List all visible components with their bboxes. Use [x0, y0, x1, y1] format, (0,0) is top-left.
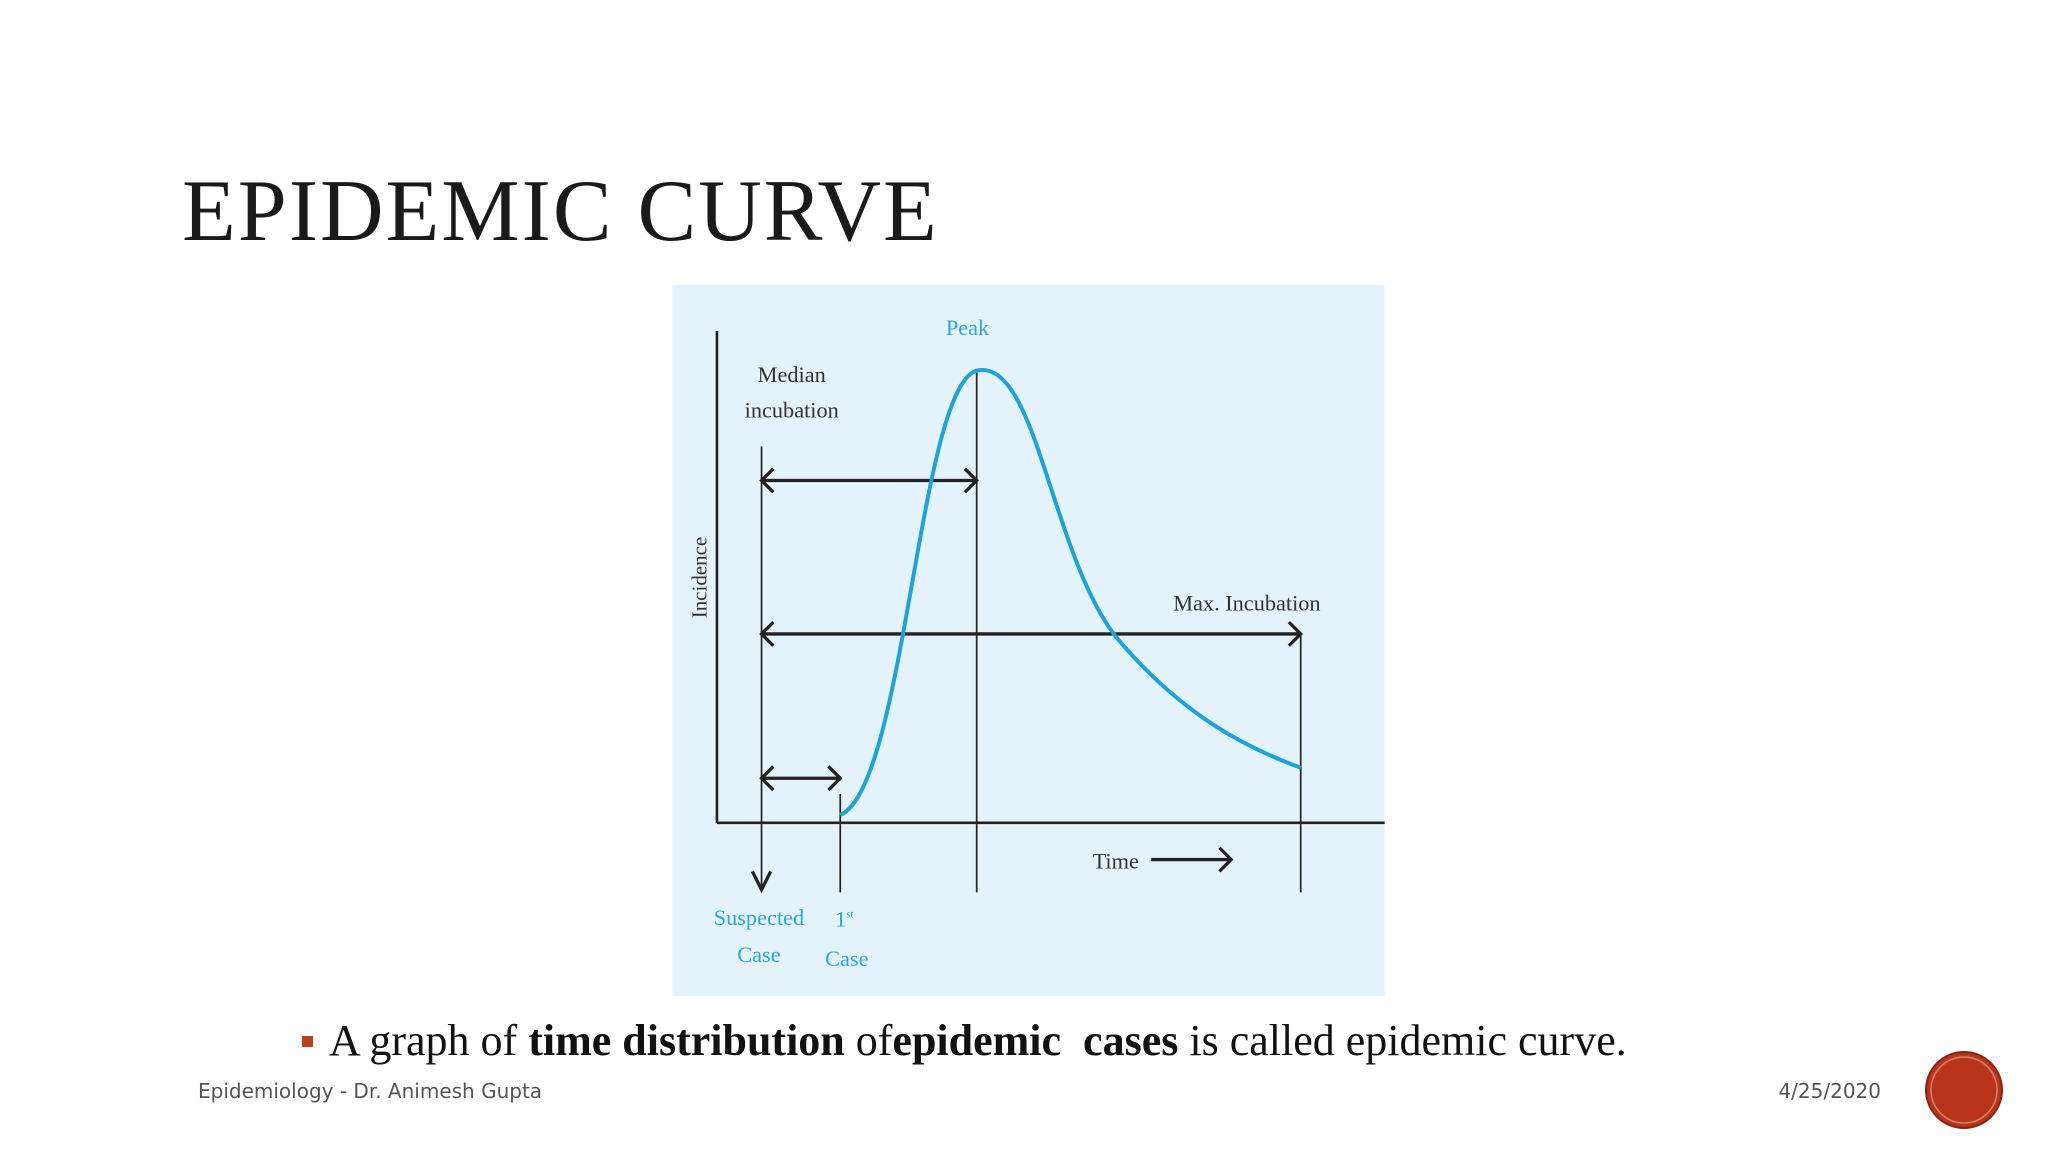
- suspected-case-label: Case: [737, 942, 780, 967]
- arrow-head: [759, 620, 775, 647]
- arrow-head: [750, 870, 773, 894]
- bullet-text-bold: epidemic cases: [892, 1016, 1179, 1065]
- bullet-marker: [302, 1036, 313, 1047]
- bullet-text-bold: time distribution: [528, 1016, 845, 1065]
- first-case-label: 1st: [835, 906, 853, 931]
- arrow-head: [963, 467, 980, 494]
- x-axis-label: Time: [1093, 849, 1139, 874]
- footer-text: Epidemiology - Dr. Animesh Gupta: [198, 1079, 543, 1103]
- bullet-point: A graph of time distribution ofepidemic …: [302, 1019, 1627, 1063]
- arrow-head: [759, 765, 775, 792]
- first-case-suffix: st: [846, 909, 853, 920]
- y-axis-label: Incidence: [687, 537, 711, 619]
- median-label: incubation: [745, 397, 839, 422]
- axes: [715, 330, 1385, 825]
- arrow-head: [759, 467, 775, 494]
- interval-arrows: [759, 467, 1304, 873]
- suspected-case-label: Suspected: [714, 905, 804, 930]
- epidemic-curve-diagram: Peak Median incubation Max. Incubation I…: [672, 285, 1385, 996]
- median-label: Median: [758, 362, 826, 387]
- first-case-number: 1: [835, 906, 846, 931]
- time-markers: [750, 370, 1302, 894]
- slide-number-badge: [1925, 1051, 2003, 1129]
- footer-date: 4/25/2020: [1778, 1079, 1881, 1103]
- peak-label: Peak: [946, 315, 990, 340]
- bullet-text: is called epidemic curve.: [1178, 1016, 1627, 1065]
- badge-ring: [1930, 1056, 1998, 1124]
- first-case-label: Case: [825, 946, 868, 971]
- slide-title: EPIDEMIC CURVE: [182, 163, 939, 260]
- max-incubation-label: Max. Incubation: [1173, 590, 1320, 615]
- bullet-text: of: [844, 1016, 893, 1065]
- bullet-text: A graph of: [329, 1016, 529, 1065]
- arrow-head: [1287, 620, 1304, 647]
- arrow-head: [1218, 846, 1234, 873]
- badge-circle: [1925, 1051, 2003, 1129]
- diagram-background: [672, 285, 1385, 996]
- arrow-head: [827, 765, 843, 792]
- epidemic-curve: [839, 368, 1302, 817]
